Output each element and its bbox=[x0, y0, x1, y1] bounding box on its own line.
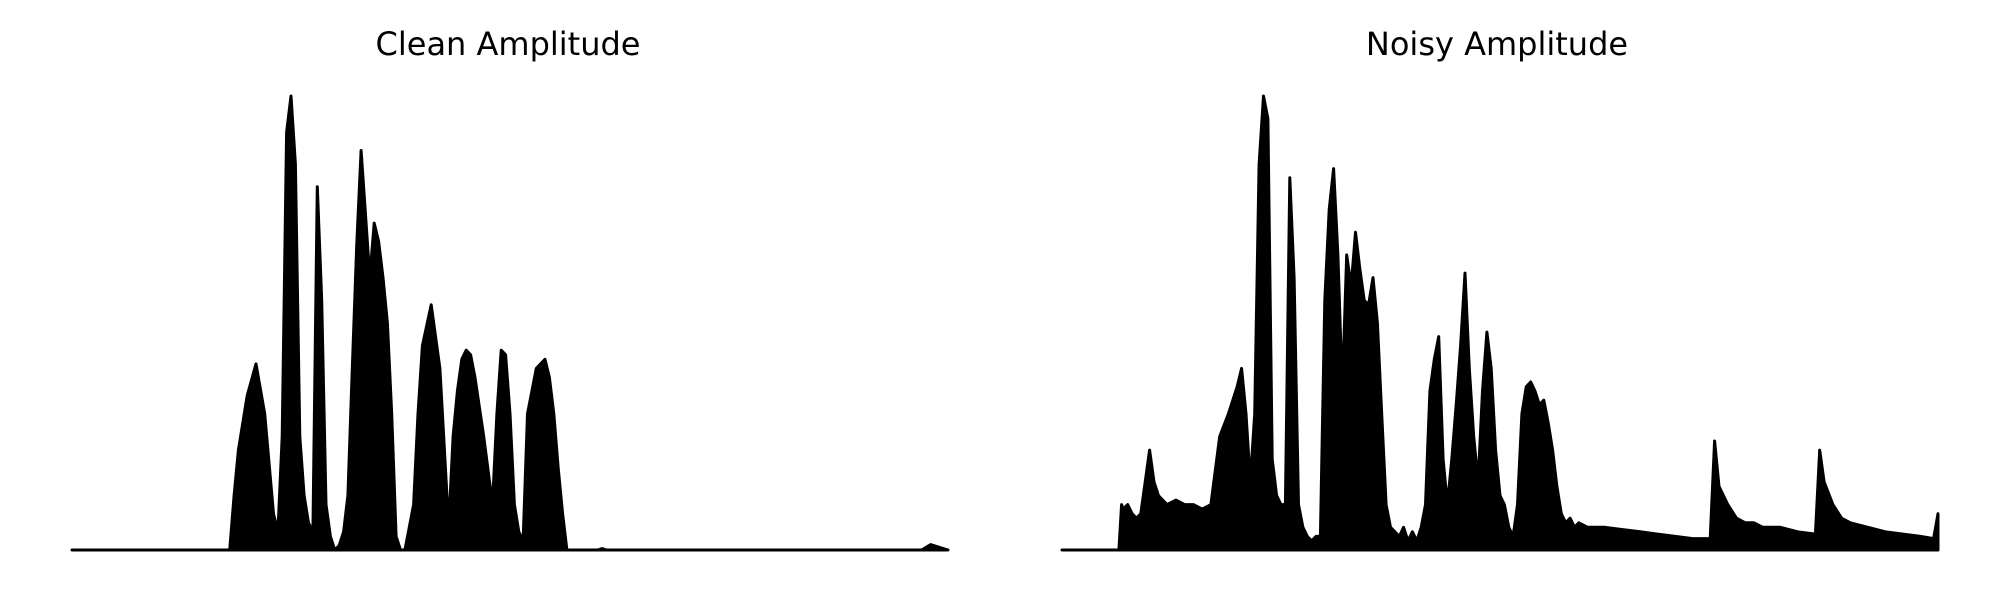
noisy-amplitude-series bbox=[1062, 96, 1938, 550]
amplitude-area bbox=[72, 96, 948, 550]
clean-amplitude-series bbox=[72, 96, 948, 550]
amplitude-area bbox=[1062, 96, 1938, 550]
